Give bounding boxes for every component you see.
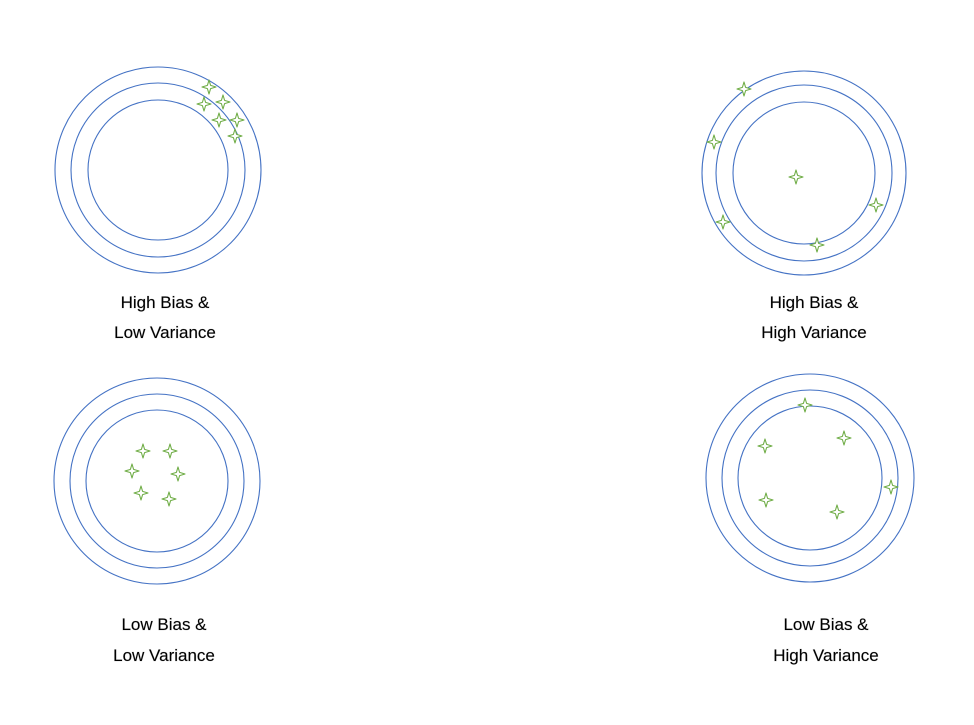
four-point-star-shape	[829, 504, 845, 520]
target-rings	[701, 70, 907, 276]
four-point-star-shape	[211, 112, 227, 128]
middle-ring	[69, 393, 245, 569]
four-point-star-shape	[736, 81, 752, 97]
four-point-star-shape	[883, 479, 899, 495]
four-point-star-icon	[788, 169, 804, 185]
panel-high-bias-low-variance: High Bias & Low Variance	[54, 66, 262, 342]
panel-high-bias-high-variance: High Bias & High Variance	[701, 70, 907, 342]
four-point-star-icon	[215, 94, 231, 110]
four-point-star-shape	[836, 430, 852, 446]
panel-caption-line1: Low Bias &	[121, 615, 207, 634]
four-point-star-shape	[170, 466, 186, 482]
outer-ring	[705, 373, 915, 583]
four-point-star-icon	[758, 492, 774, 508]
four-point-star-icon	[797, 397, 813, 413]
four-point-star-icon	[211, 112, 227, 128]
four-point-star-shape	[124, 463, 140, 479]
four-point-star-icon	[868, 197, 884, 213]
four-point-star-icon	[736, 81, 752, 97]
outer-ring	[53, 377, 261, 585]
four-point-star-icon	[201, 79, 217, 95]
outer-ring	[701, 70, 907, 276]
four-point-star-shape	[229, 112, 245, 128]
four-point-star-shape	[196, 96, 212, 112]
panel-caption-line2: Low Variance	[113, 646, 215, 665]
four-point-star-icon	[170, 466, 186, 482]
four-point-star-shape	[706, 134, 722, 150]
panel-caption-line1: High Bias &	[121, 293, 210, 312]
middle-ring	[721, 389, 899, 567]
target-rings	[705, 373, 915, 583]
four-point-star-shape	[161, 491, 177, 507]
four-point-star-shape	[809, 237, 825, 253]
four-point-star-icon	[706, 134, 722, 150]
four-point-star-icon	[229, 112, 245, 128]
four-point-star-shape	[215, 94, 231, 110]
four-point-star-icon	[135, 443, 151, 459]
four-point-star-icon	[757, 438, 773, 454]
four-point-star-icon	[715, 214, 731, 230]
inner-ring	[732, 101, 876, 245]
four-point-star-icon	[133, 485, 149, 501]
four-point-star-icon	[196, 96, 212, 112]
four-point-star-icon	[227, 128, 243, 144]
four-point-star-shape	[797, 397, 813, 413]
middle-ring	[715, 84, 893, 262]
panel-caption-line1: Low Bias &	[783, 615, 869, 634]
four-point-star-shape	[788, 169, 804, 185]
four-point-star-icon	[829, 504, 845, 520]
panel-caption-line2: High Variance	[761, 323, 867, 342]
panel-low-bias-high-variance: Low Bias & High Variance	[705, 373, 915, 665]
four-point-star-icon	[161, 491, 177, 507]
panel-low-bias-low-variance: Low Bias & Low Variance	[53, 377, 261, 665]
four-point-star-icon	[162, 443, 178, 459]
hit-markers	[124, 443, 186, 507]
panel-caption-line2: Low Variance	[114, 323, 216, 342]
four-point-star-icon	[809, 237, 825, 253]
four-point-star-shape	[758, 492, 774, 508]
four-point-star-icon	[124, 463, 140, 479]
hit-markers	[757, 397, 899, 520]
target-rings	[53, 377, 261, 585]
inner-ring	[87, 99, 229, 241]
four-point-star-shape	[162, 443, 178, 459]
four-point-star-shape	[757, 438, 773, 454]
panel-caption-line2: High Variance	[773, 646, 879, 665]
four-point-star-shape	[715, 214, 731, 230]
four-point-star-shape	[868, 197, 884, 213]
four-point-star-icon	[836, 430, 852, 446]
panel-caption-line1: High Bias &	[770, 293, 859, 312]
inner-ring	[85, 409, 229, 553]
inner-ring	[737, 405, 883, 551]
four-point-star-shape	[201, 79, 217, 95]
four-point-star-shape	[133, 485, 149, 501]
hit-markers	[196, 79, 245, 144]
four-point-star-icon	[883, 479, 899, 495]
middle-ring	[70, 82, 246, 258]
target-rings	[54, 66, 262, 274]
hit-markers	[706, 81, 884, 253]
outer-ring	[54, 66, 262, 274]
four-point-star-shape	[135, 443, 151, 459]
four-point-star-shape	[227, 128, 243, 144]
